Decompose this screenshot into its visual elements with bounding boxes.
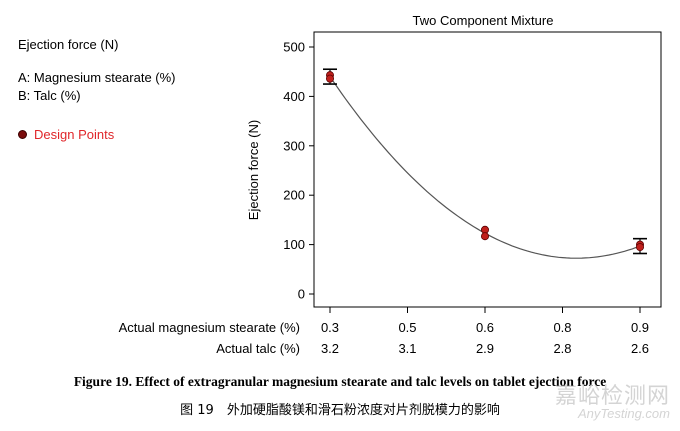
x-tick-label: 3.2 bbox=[321, 341, 339, 356]
figure-caption-english: Figure 19. Effect of extragranular magne… bbox=[73, 374, 607, 389]
y-tick-label: 500 bbox=[283, 40, 305, 55]
y-tick-label: 200 bbox=[283, 188, 305, 203]
x-tick-label: 2.9 bbox=[476, 341, 494, 356]
mixture-chart: Two Component Mixture Ejection force (N)… bbox=[119, 13, 662, 356]
watermark-line1: 嘉峪检测网 bbox=[554, 384, 670, 409]
design-point bbox=[636, 243, 645, 252]
x-tick-label: 2.6 bbox=[631, 341, 649, 356]
y-tick-label: 100 bbox=[283, 237, 305, 252]
chart-title: Two Component Mixture bbox=[413, 13, 554, 28]
figure-caption-chinese: 图 19 外加硬脂酸镁和滑石粉浓度对片剂脱模力的影响 bbox=[180, 403, 500, 418]
watermark-line2: AnyTesting.com bbox=[577, 406, 670, 421]
y-tick-label: 400 bbox=[283, 89, 305, 104]
y-axis: 0 100 200 300 400 500 bbox=[283, 32, 315, 307]
watermark: 嘉峪检测网 AnyTesting.com bbox=[555, 378, 670, 421]
x-axis: Actual magnesium stearate (%) 0.3 0.5 0.6 0.… bbox=[119, 306, 661, 356]
factor-a-label: A: Magnesium stearate (%) bbox=[18, 70, 176, 85]
factor-b-label: B: Talc (%) bbox=[18, 88, 81, 103]
x-tick-label: 0.5 bbox=[398, 320, 416, 335]
y-tick-label: 300 bbox=[283, 138, 305, 153]
x-axis-row-label: Actual magnesium stearate (%) bbox=[119, 320, 300, 335]
y-axis-label: Ejection force (N) bbox=[246, 120, 261, 220]
response-label: Ejection force (N) bbox=[18, 37, 119, 52]
x-tick-label: 0.3 bbox=[321, 320, 339, 335]
plot-frame bbox=[313, 31, 662, 308]
x-axis-row-label: Actual talc (%) bbox=[216, 341, 300, 356]
x-tick-label: 2.8 bbox=[553, 341, 571, 356]
x-tick-label: 0.8 bbox=[553, 320, 571, 335]
legend-label: Design Points bbox=[34, 127, 115, 142]
design-points bbox=[325, 71, 645, 252]
design-point bbox=[480, 232, 489, 241]
y-tick-label: 0 bbox=[298, 287, 305, 302]
legend-design-points: Design Points bbox=[18, 127, 114, 142]
x-tick-label: 0.9 bbox=[631, 320, 649, 335]
x-tick-label: 3.1 bbox=[398, 341, 416, 356]
legend-dot-icon bbox=[18, 130, 27, 139]
x-tick-label: 0.6 bbox=[476, 320, 494, 335]
design-point bbox=[325, 74, 334, 83]
